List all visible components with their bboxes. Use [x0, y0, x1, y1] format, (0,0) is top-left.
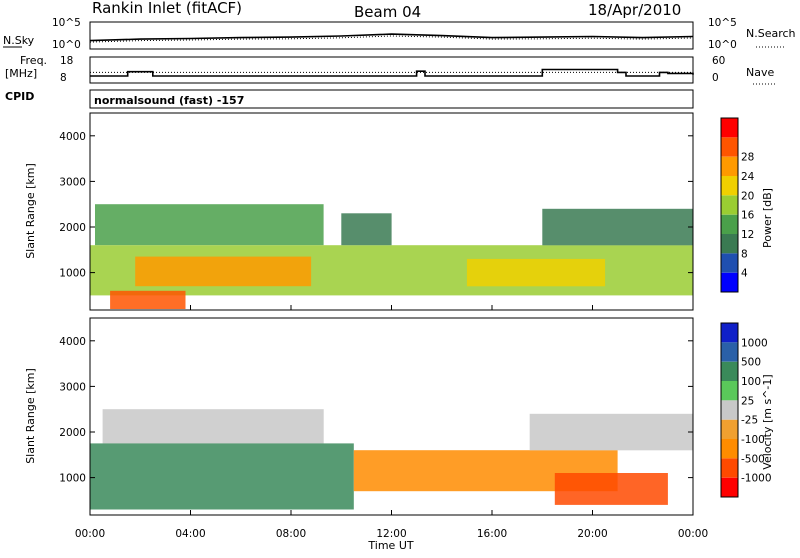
freq-series-line — [90, 68, 694, 77]
velocity-axes: 1000 2000 3000 4000 — [59, 336, 693, 485]
noise-tick-left-bottom: 10^0 — [52, 39, 81, 51]
colorbar-swatch — [721, 234, 738, 254]
power-colorbar-label: Power [dB] — [761, 188, 774, 248]
colorbar-tick-label: 100 — [741, 376, 761, 388]
noise-panel-frame — [89, 21, 694, 50]
time-axis: 00:00 04:00 08:00 12:00 16:00 20:00 00:00 — [75, 305, 708, 540]
noise-series-line — [89, 33, 694, 42]
x-tick-label: 00:00 — [75, 528, 105, 540]
power-heatmap — [90, 204, 694, 309]
colorbar-swatch — [721, 195, 738, 215]
colorbar-tick-label: -25 — [741, 415, 758, 427]
heatmap-band — [90, 443, 354, 510]
colorbar-swatch — [721, 118, 738, 138]
power-colorbar: 4 8 12 16 20 24 28 — [720, 117, 755, 293]
colorbar-tick-label: 24 — [741, 171, 755, 183]
y-tick-label: 1000 — [59, 473, 86, 485]
colorbar-tick-label: 8 — [741, 248, 748, 260]
y-tick-label: 1000 — [59, 268, 86, 280]
colorbar-swatch — [721, 381, 738, 401]
nave-label: Nave — [746, 66, 774, 79]
x-tick-label: 12:00 — [376, 528, 406, 540]
colorbar-tick-label: 20 — [741, 190, 754, 202]
colorbar-swatch — [721, 214, 738, 234]
colorbar-swatch — [721, 323, 738, 343]
x-tick-label: 04:00 — [175, 528, 205, 540]
colorbar-tick-label: -1000 — [741, 473, 772, 485]
cpid-value: normalsound (fast) -157 — [94, 94, 244, 107]
y-tick-label: 2000 — [59, 427, 86, 439]
power-axes: 1000 2000 3000 4000 — [59, 131, 693, 280]
heatmap-band — [95, 204, 324, 246]
y-tick-label: 3000 — [59, 176, 86, 188]
x-tick-label: 00:00 — [678, 528, 708, 540]
colorbar-frame — [720, 322, 739, 498]
freq-unit-label: [MHz] — [5, 67, 37, 80]
y-tick-label: 3000 — [59, 381, 86, 393]
colorbar-swatch — [721, 176, 738, 196]
colorbar-swatch — [721, 477, 738, 497]
date-title: 18/Apr/2010 — [588, 1, 681, 19]
colorbar-tick-label: -100 — [741, 434, 765, 446]
heatmap-band — [529, 413, 693, 451]
heatmap-band — [102, 409, 324, 444]
cpid-panel-frame — [89, 89, 694, 109]
y-tick-label: 4000 — [59, 336, 86, 348]
velocity-colorbar-label: Velocity [m s^-1] — [761, 374, 774, 469]
cpid-label: CPID — [5, 90, 34, 103]
colorbar-swatch — [721, 272, 738, 292]
x-tick-label: 20:00 — [577, 528, 607, 540]
freq-tick-top: 18 — [60, 55, 73, 67]
colorbar-tick-label: 16 — [741, 210, 755, 222]
colorbar-swatch — [721, 342, 738, 362]
heatmap-band — [341, 213, 392, 246]
freq-tick-bottom: 8 — [60, 72, 67, 84]
freq-label: Freq. — [20, 54, 47, 67]
power-ylabel: Slant Range [km] — [24, 163, 37, 259]
colorbar-tick-label: 1000 — [741, 337, 768, 349]
colorbar-tick-label: 28 — [741, 152, 754, 164]
colorbar-swatch — [721, 419, 738, 439]
colorbar-tick-label: 12 — [741, 229, 754, 241]
y-tick-label: 2000 — [59, 222, 86, 234]
heatmap-band — [554, 473, 668, 505]
noise-series-group — [89, 33, 694, 43]
colorbar-tick-label: 4 — [741, 268, 748, 280]
freq-series-group — [90, 68, 694, 77]
noise-tick-right-bottom: 10^0 — [708, 39, 737, 51]
nsky-label: N.Sky — [3, 34, 35, 47]
noise-tick-left-top: 10^5 — [52, 17, 81, 29]
time-axis-label: Time UT — [367, 539, 413, 552]
freq-panel-frame — [89, 56, 694, 84]
y-tick-label: 4000 — [59, 131, 86, 143]
colorbar-frame — [720, 117, 739, 293]
x-tick-label: 16:00 — [477, 528, 507, 540]
x-tick-label: 08:00 — [276, 528, 306, 540]
colorbar-swatch — [721, 439, 738, 459]
colorbar-tick-label: 25 — [741, 395, 754, 407]
velocity-colorbar: 1000 500 100 25 -25 -100 -500 -1000 — [720, 322, 772, 498]
colorbar-swatch — [721, 137, 738, 157]
nave-tick-bottom: 0 — [712, 72, 719, 84]
velocity-ylabel: Slant Range [km] — [24, 368, 37, 464]
heatmap-band — [542, 208, 694, 246]
beam-title: Beam 04 — [354, 3, 421, 21]
nave-tick-top: 60 — [712, 55, 725, 67]
velocity-heatmap — [90, 409, 693, 510]
colorbar-swatch — [721, 400, 738, 420]
heatmap-band — [110, 290, 186, 309]
noise-tick-right-top: 10^5 — [708, 17, 737, 29]
colorbar-tick-label: -500 — [741, 453, 765, 465]
station-title: Rankin Inlet (fitACF) — [92, 0, 242, 17]
colorbar-swatch — [721, 156, 738, 176]
colorbar-swatch — [721, 253, 738, 273]
heatmap-band — [466, 258, 606, 287]
heatmap-band — [135, 256, 312, 287]
colorbar-swatch — [721, 361, 738, 381]
colorbar-swatch — [721, 458, 738, 478]
colorbar-tick-label: 500 — [741, 357, 761, 369]
nsearch-label: N.Search — [746, 27, 796, 40]
